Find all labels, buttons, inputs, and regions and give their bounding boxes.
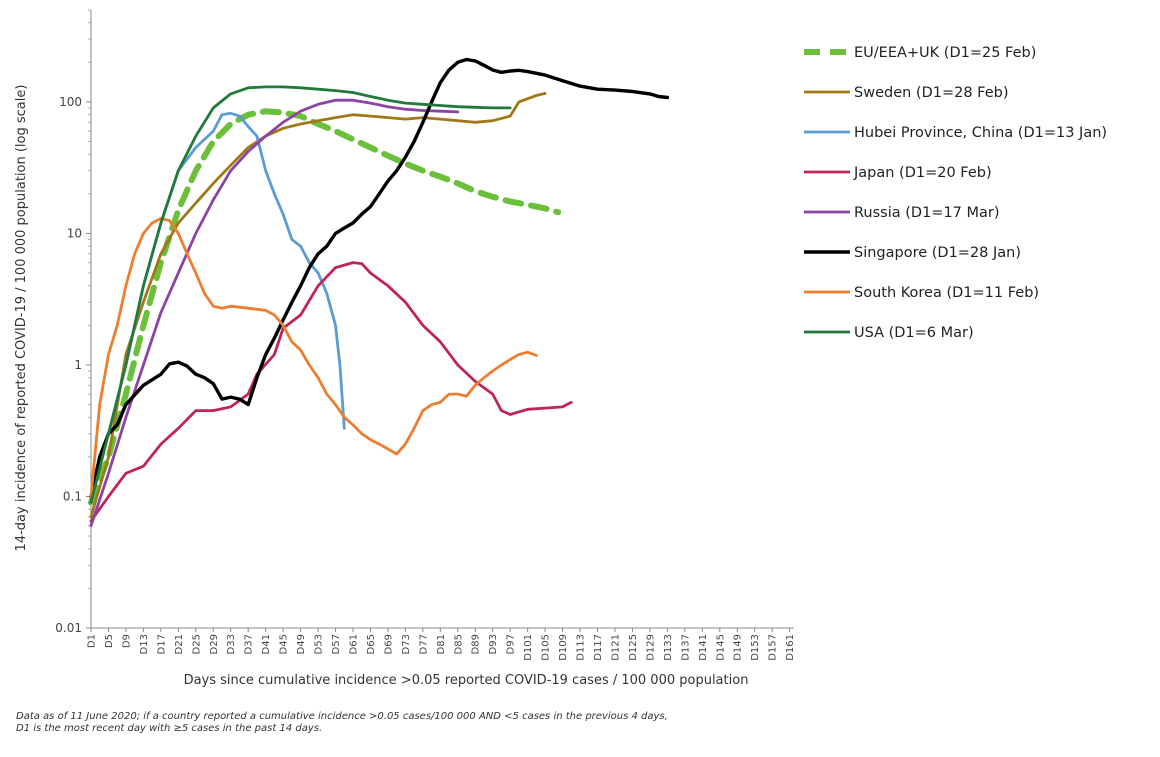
y-tick-label: 10 <box>67 226 82 240</box>
y-tick-label: 1 <box>74 358 82 372</box>
x-tick-label: D49 <box>296 634 307 654</box>
legend-label: EU/EEA+UK (D1=25 Feb) <box>854 45 1036 61</box>
series-line <box>89 217 538 498</box>
x-axis-title: Days since cumulative incidence >0.05 re… <box>184 673 749 688</box>
x-tick-label: D121 <box>610 634 621 661</box>
x-tick-label: D13 <box>139 634 150 654</box>
axes: 0.01 0.1 1 10 100 D1 D5 D9 D13 D17 D21 D25 D29 D33 D37… <box>55 9 796 661</box>
x-tick-label: D61 <box>348 634 359 654</box>
x-tick-label: D45 <box>279 634 290 654</box>
x-tick-label: D77 <box>418 634 429 654</box>
series-line <box>89 98 460 528</box>
y-tick-label: 100 <box>59 95 82 109</box>
y-tick-label: 0.01 <box>55 621 82 635</box>
x-tick-label: D17 <box>156 634 167 654</box>
x-tick-label: D101 <box>523 634 534 661</box>
series-line <box>89 57 670 499</box>
x-tick-label: D153 <box>750 634 761 661</box>
legend-label: Hubei Province, China (D1=13 Jan) <box>854 125 1107 141</box>
legend-label: Singapore (D1=28 Jan) <box>854 245 1021 261</box>
x-tick-label: D161 <box>785 634 796 661</box>
x-tick-label: D69 <box>383 634 394 654</box>
x-tick-label: D157 <box>768 634 779 661</box>
footnote-line-2: D1 is the most recent day with ≥5 cases … <box>16 723 323 734</box>
legend: EU/EEA+UK (D1=25 Feb) Sweden (D1=28 Feb) H… <box>804 45 1107 341</box>
legend-label: South Korea (D1=11 Feb) <box>854 285 1039 301</box>
x-tick-label: D85 <box>453 634 464 654</box>
x-tick-label: D137 <box>680 634 691 661</box>
footnote-line-1: Data as of 11 June 2020; if a country re… <box>16 711 668 722</box>
x-tick-label: D145 <box>715 634 726 661</box>
x-tick-label: D25 <box>191 634 202 654</box>
x-tick-label: D141 <box>698 634 709 661</box>
y-tick-label: 0.1 <box>63 489 82 503</box>
x-tick-label: D109 <box>558 634 569 661</box>
legend-label: USA (D1=6 Mar) <box>854 325 974 341</box>
series-line <box>89 261 573 523</box>
x-tick-label: D117 <box>593 634 604 661</box>
x-tick-label: D89 <box>471 634 482 654</box>
legend-label: Sweden (D1=28 Feb) <box>854 85 1009 101</box>
x-tick-label: D97 <box>506 634 517 654</box>
series-line <box>89 92 547 519</box>
x-tick-label: D81 <box>436 634 447 654</box>
x-tick-label: D41 <box>261 634 272 654</box>
x-tick-label: D73 <box>401 634 412 654</box>
x-tick-label: D29 <box>209 634 220 654</box>
line-chart: 0.01 0.1 1 10 100 D1 D5 D9 D13 D17 D21 D25 D29 D33 D37… <box>14 9 1107 688</box>
x-tick-label: D53 <box>314 634 325 654</box>
legend-label: Russia (D1=17 Mar) <box>854 205 1000 221</box>
x-tick-label: D57 <box>331 634 342 654</box>
x-tick-label: D129 <box>645 634 656 661</box>
y-axis-title: 14-day incidence of reported COVID-19 / … <box>14 85 29 552</box>
x-tick-label: D105 <box>541 634 552 661</box>
legend-label: Japan (D1=20 Feb) <box>853 165 992 181</box>
x-tick-label: D1 <box>87 634 98 648</box>
x-tick-label: D9 <box>121 634 132 648</box>
x-tick-label: D125 <box>628 634 639 661</box>
x-tick-label: D33 <box>226 634 237 654</box>
x-tick-label: D65 <box>366 634 377 654</box>
footnote: Data as of 11 June 2020; if a country re… <box>16 711 916 735</box>
x-tick-label: D5 <box>104 634 115 648</box>
x-tick-label: D93 <box>488 634 499 654</box>
x-tick-label: D21 <box>174 634 185 654</box>
x-tick-label: D37 <box>244 634 255 654</box>
x-tick-label: D133 <box>663 634 674 661</box>
x-tick-label: D113 <box>576 634 587 661</box>
x-tick-label: D149 <box>733 634 744 661</box>
series-layer <box>88 57 670 528</box>
series-line <box>89 85 512 504</box>
